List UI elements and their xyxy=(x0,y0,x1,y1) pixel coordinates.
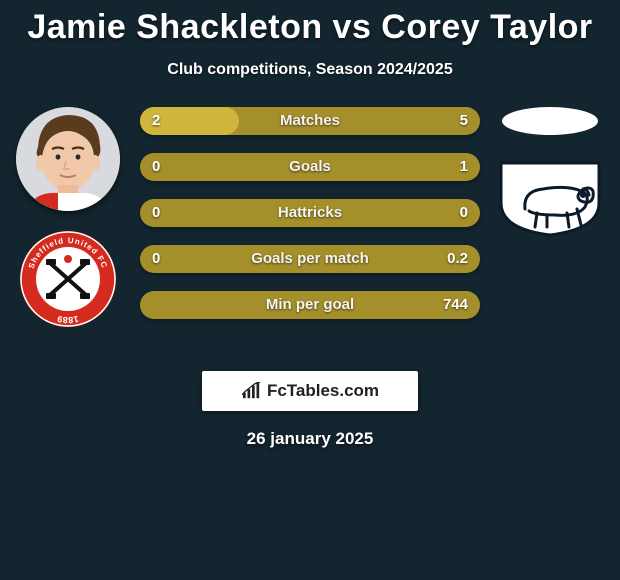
player-right-club-badge xyxy=(495,157,605,237)
stat-row: 2Matches5 xyxy=(140,107,480,135)
stat-row: 0Goals per match0.2 xyxy=(140,245,480,273)
stat-value-right: 0.2 xyxy=(447,245,468,273)
stat-value-right: 744 xyxy=(443,291,468,319)
subtitle: Club competitions, Season 2024/2025 xyxy=(0,61,620,79)
stat-row: 0Goals1 xyxy=(140,153,480,181)
player-right-avatar xyxy=(500,103,600,139)
branding-text: FcTables.com xyxy=(267,381,379,401)
stat-label: Matches xyxy=(140,107,480,135)
player-right-column xyxy=(490,107,610,237)
stat-row: Min per goal744 xyxy=(140,291,480,319)
stat-value-right: 1 xyxy=(460,153,468,181)
stat-label: Min per goal xyxy=(140,291,480,319)
stat-label: Hattricks xyxy=(140,199,480,227)
snapshot-date: 26 january 2025 xyxy=(0,429,620,449)
stat-value-right: 5 xyxy=(460,107,468,135)
comparison-panel: Sheffield United FC 1889 xyxy=(0,107,620,357)
branding-badge: FcTables.com xyxy=(202,371,418,411)
stat-bars: 2Matches50Goals10Hattricks00Goals per ma… xyxy=(140,107,480,337)
chart-icon xyxy=(241,382,263,400)
player-left-avatar xyxy=(16,107,120,211)
stat-row: 0Hattricks0 xyxy=(140,199,480,227)
stat-label: Goals per match xyxy=(140,245,480,273)
player-left-column: Sheffield United FC 1889 xyxy=(8,107,128,329)
stat-label: Goals xyxy=(140,153,480,181)
player-left-club-badge: Sheffield United FC 1889 xyxy=(18,229,118,329)
stat-value-right: 0 xyxy=(460,199,468,227)
page-title: Jamie Shackleton vs Corey Taylor xyxy=(0,0,620,47)
